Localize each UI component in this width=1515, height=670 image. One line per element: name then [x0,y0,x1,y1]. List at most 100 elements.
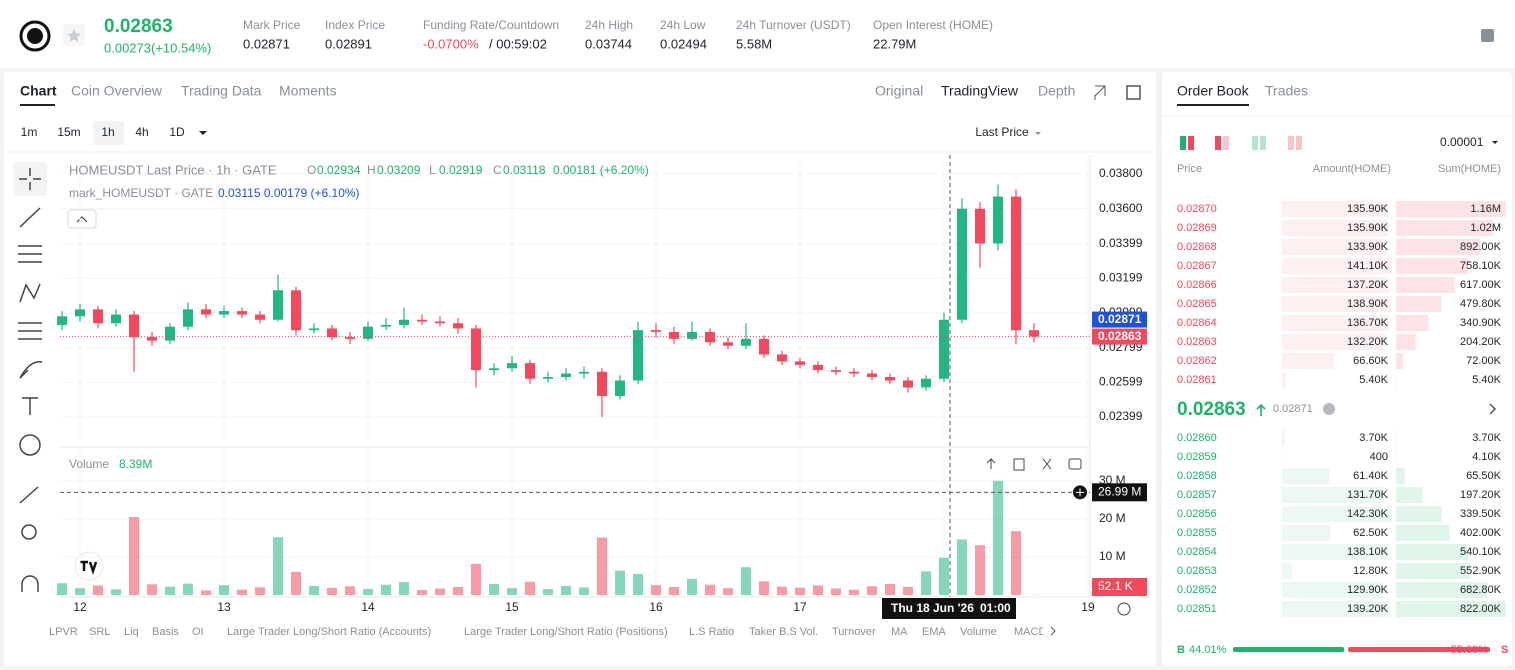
candle-body [273,290,284,320]
indicator-tab[interactable]: MA [891,626,908,638]
book-last-price: 0.02863 [1177,399,1246,420]
candle-body [614,380,625,397]
maximize-pane-button[interactable] [1068,458,1082,470]
amount-depth-bar [1282,430,1285,446]
magnet-tool[interactable] [21,575,39,592]
candle-body [201,309,212,315]
book-price[interactable]: 0.02868 [1177,241,1217,253]
book-view-icon[interactable] [1215,136,1221,150]
sum-depth-bar [1396,563,1470,579]
book-sum: 758.10K [1460,260,1502,272]
amount-depth-bar [1282,372,1287,388]
collapse-legend[interactable] [67,209,97,229]
book-sum: 340.90K [1460,317,1502,329]
amount-depth-bar [1282,487,1384,503]
book-more-arrow[interactable] [1489,403,1497,415]
volume-bar [345,586,356,595]
zoom-tool[interactable] [21,524,37,540]
book-price[interactable]: 0.02853 [1177,565,1217,577]
book-price[interactable]: 0.02866 [1177,279,1217,291]
book-price[interactable]: 0.02863 [1177,336,1217,348]
book-price[interactable]: 0.02860 [1177,432,1217,444]
indicator-tab[interactable]: L.S Ratio [689,626,734,638]
emoji-tool[interactable] [19,434,41,456]
price-tag [1092,311,1147,328]
price-type-select[interactable]: Last Price [975,125,1029,139]
sum-depth-bar [1396,487,1423,503]
chart-tab[interactable]: Trading Data [181,83,262,99]
candle-body [165,326,176,341]
interval-button[interactable]: 4h [135,125,148,139]
chart-tab[interactable]: Moments [279,83,337,99]
book-tab[interactable]: Trades [1265,83,1308,99]
book-price[interactable]: 0.02856 [1177,508,1217,520]
chart-tab[interactable]: Chart [20,83,57,99]
book-price[interactable]: 0.02851 [1177,603,1217,615]
interval-button[interactable]: 1h [101,125,114,139]
candle-body [453,323,464,329]
stat-label: 24h Low [660,18,706,32]
text-tool[interactable] [22,397,38,415]
settings-icon[interactable] [1117,602,1131,616]
collapse-pane-button[interactable] [1042,458,1052,470]
candle-body [471,328,482,371]
indicator-tab[interactable]: Volume [960,626,997,638]
interval-button[interactable]: 1m [21,125,38,139]
book-price[interactable]: 0.02861 [1177,374,1217,386]
ruler-tool[interactable] [19,486,39,504]
book-price[interactable]: 0.02852 [1177,584,1217,596]
book-price[interactable]: 0.02857 [1177,489,1217,501]
indicator-tab[interactable]: Large Trader Long/Short Ratio (Positions… [464,626,668,638]
y-tick-label: 0.03399 [1099,236,1143,250]
interval-button[interactable]: 1D [169,125,185,139]
book-price[interactable]: 0.02862 [1177,355,1217,367]
book-view-icon[interactable] [1180,136,1186,150]
book-price[interactable]: 0.02864 [1177,317,1217,329]
fib-tool[interactable] [18,322,42,340]
indicator-tab[interactable]: SRL [89,626,110,638]
line-tool[interactable] [19,207,41,228]
book-tab[interactable]: Order Book [1177,83,1250,99]
book-price[interactable]: 0.02869 [1177,222,1217,234]
book-price[interactable]: 0.02855 [1177,527,1217,539]
indicator-tab[interactable]: Large Trader Long/Short Ratio (Accounts) [227,626,431,638]
window-icon[interactable] [1126,85,1141,100]
move-up-button[interactable] [986,458,996,469]
indicator-tab[interactable]: MACD [1014,626,1046,638]
pattern-tool[interactable] [19,283,41,303]
buy-ratio: 44.01% [1189,644,1227,656]
chart-tab[interactable]: Coin Overview [71,83,163,99]
book-price[interactable]: 0.02858 [1177,470,1217,482]
delete-button[interactable] [1013,458,1025,471]
indicator-tab[interactable]: OI [192,626,204,638]
stat-value: 0.02494 [660,36,707,51]
y-tick-label: 0.03600 [1099,201,1143,215]
book-view-icon[interactable] [1288,136,1294,150]
interval-button[interactable]: 15m [57,125,80,139]
indicator-tab[interactable]: Turnover [832,626,876,638]
view-tab[interactable]: Original [875,83,923,99]
volume-bar [956,539,967,595]
indicator-tab[interactable]: Taker B.S Vol. [749,626,818,638]
indicator-tab[interactable]: Liq [124,626,139,638]
view-tab[interactable]: Depth [1038,83,1075,99]
channel-tool[interactable] [18,245,42,263]
brush-tool[interactable] [19,361,43,379]
book-price[interactable]: 0.02859 [1177,451,1217,463]
sum-depth-bar [1396,544,1469,560]
book-price[interactable]: 0.02867 [1177,260,1217,272]
indicator-tab[interactable]: EMA [922,626,947,638]
fullscreen-icon[interactable] [1094,85,1106,100]
volume-bar [57,583,68,595]
candle-body [722,342,733,346]
layout-icon[interactable] [1481,29,1494,42]
book-price[interactable]: 0.02870 [1177,203,1217,215]
view-tab[interactable]: TradingView [941,83,1019,99]
crosshair-tool[interactable] [19,168,41,190]
indicator-tab[interactable]: Basis [152,626,179,638]
precision-select[interactable]: 0.00001 [1440,135,1484,149]
indicator-tab[interactable]: LPVR [49,626,78,638]
book-view-icon[interactable] [1252,136,1258,150]
book-price[interactable]: 0.02865 [1177,298,1217,310]
book-price[interactable]: 0.02854 [1177,546,1217,558]
